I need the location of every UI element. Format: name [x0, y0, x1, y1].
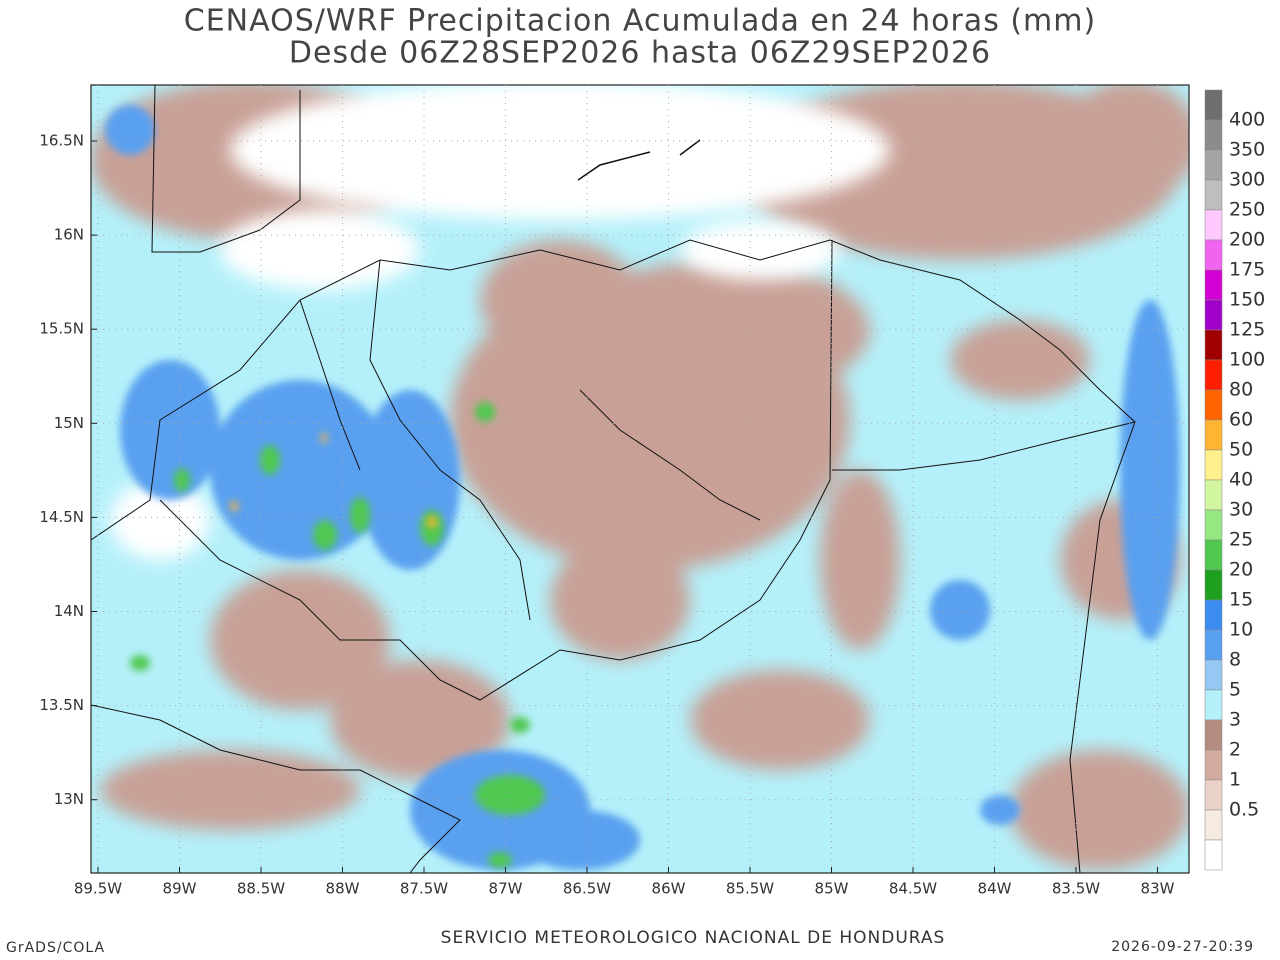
colorbar-label: 300: [1229, 169, 1265, 191]
colorbar-box: [1204, 749, 1223, 781]
subtitle-line: Desde 06Z28SEP2026 hasta 06Z29SEP2026: [289, 36, 991, 71]
colorbar-label: 175: [1229, 259, 1265, 281]
colorbar-box: [1204, 209, 1223, 241]
lon-label: 84W: [978, 880, 1012, 898]
colorbar-box: [1204, 539, 1223, 571]
colorbar-box: [1204, 359, 1223, 391]
lat-label: 14N: [54, 602, 84, 620]
colorbar-label: 1: [1229, 769, 1241, 791]
lon-label: 83.5W: [1052, 880, 1100, 898]
lon-label: 83W: [1141, 880, 1175, 898]
colorbar-box: [1204, 659, 1223, 691]
axes: 16.5N 16N 15.5N 15N 14.5N 14N 13.5N 13N 89.5W 89W…: [39, 85, 1189, 898]
colorbar-box: [1204, 329, 1223, 361]
footer-right: 2026-09-27-20:39: [1111, 939, 1254, 955]
colorbar-label: 125: [1229, 319, 1265, 341]
colorbar-box: [1204, 719, 1223, 751]
lat-label: 15N: [54, 414, 84, 432]
map-frame: [90, 84, 1190, 874]
lon-label: 86W: [652, 880, 686, 898]
lon-label: 85.5W: [726, 880, 774, 898]
colorbar-label: 200: [1229, 229, 1265, 251]
colorbar-label: 400: [1229, 109, 1265, 131]
lat-label: 15.5N: [39, 320, 84, 338]
colorbar-label: 5: [1229, 679, 1241, 701]
colorbar-box: [1204, 779, 1223, 811]
colorbar-box: [1204, 839, 1223, 871]
title-line: CENAOS/WRF Precipitacion Acumulada en 24…: [184, 4, 1096, 39]
colorbar-label: 20: [1229, 559, 1253, 581]
colorbar-label: 8: [1229, 649, 1241, 671]
colorbar-label: 350: [1229, 139, 1265, 161]
lat-label: 14.5N: [39, 508, 84, 526]
colorbar-label: 150: [1229, 289, 1265, 311]
colorbar-box: [1204, 419, 1223, 451]
colorbar-box: [1204, 629, 1223, 661]
lon-label: 88W: [326, 880, 360, 898]
lon-label: 87.5W: [400, 880, 448, 898]
precip-map: [91, 85, 1189, 873]
colorbar-label: 2: [1229, 739, 1241, 761]
colorbar-box: [1204, 809, 1223, 841]
colorbar-label: 50: [1229, 439, 1253, 461]
colorbar-label: 0.5: [1229, 799, 1259, 821]
colorbar-box: [1204, 509, 1223, 541]
colorbar-box: [1204, 149, 1223, 181]
colorbar-label: 40: [1229, 469, 1253, 491]
lat-label: 16N: [54, 226, 84, 244]
colorbar-box: [1204, 389, 1223, 421]
colorbar-box: [1204, 569, 1223, 601]
colorbar-label: 80: [1229, 379, 1253, 401]
footer-center: SERVICIO METEOROLOGICO NACIONAL DE HONDU…: [441, 928, 946, 948]
colorbar-label: 25: [1229, 529, 1253, 551]
colorbar-label: 10: [1229, 619, 1253, 641]
lat-label: 13.5N: [39, 696, 84, 714]
lon-label: 86.5W: [563, 880, 611, 898]
lon-label: 87W: [489, 880, 523, 898]
lon-label: 88.5W: [237, 880, 285, 898]
colorbar-box: [1204, 239, 1223, 271]
lon-label: 85W: [815, 880, 849, 898]
colorbar: 4003503002502001751501251008060504030252…: [1204, 89, 1265, 871]
colorbar-box: [1204, 179, 1223, 211]
footer-left: GrADS/COLA: [6, 940, 105, 956]
colorbar-box: [1204, 89, 1223, 121]
lon-label: 84.5W: [889, 880, 937, 898]
colorbar-label: 15: [1229, 589, 1253, 611]
colorbar-box: [1204, 449, 1223, 481]
lon-label: 89W: [163, 880, 197, 898]
lat-label: 13N: [54, 790, 84, 808]
lat-label: 16.5N: [39, 132, 84, 150]
colorbar-label: 100: [1229, 349, 1265, 371]
colorbar-box: [1204, 599, 1223, 631]
colorbar-label: 3: [1229, 709, 1241, 731]
colorbar-label: 30: [1229, 499, 1253, 521]
colorbar-box: [1204, 119, 1223, 151]
colorbar-box: [1204, 299, 1223, 331]
colorbar-box: [1204, 689, 1223, 721]
lon-label: 89.5W: [74, 880, 122, 898]
colorbar-box: [1204, 479, 1223, 511]
colorbar-box: [1204, 269, 1223, 301]
colorbar-label: 60: [1229, 409, 1253, 431]
colorbar-label: 250: [1229, 199, 1265, 221]
